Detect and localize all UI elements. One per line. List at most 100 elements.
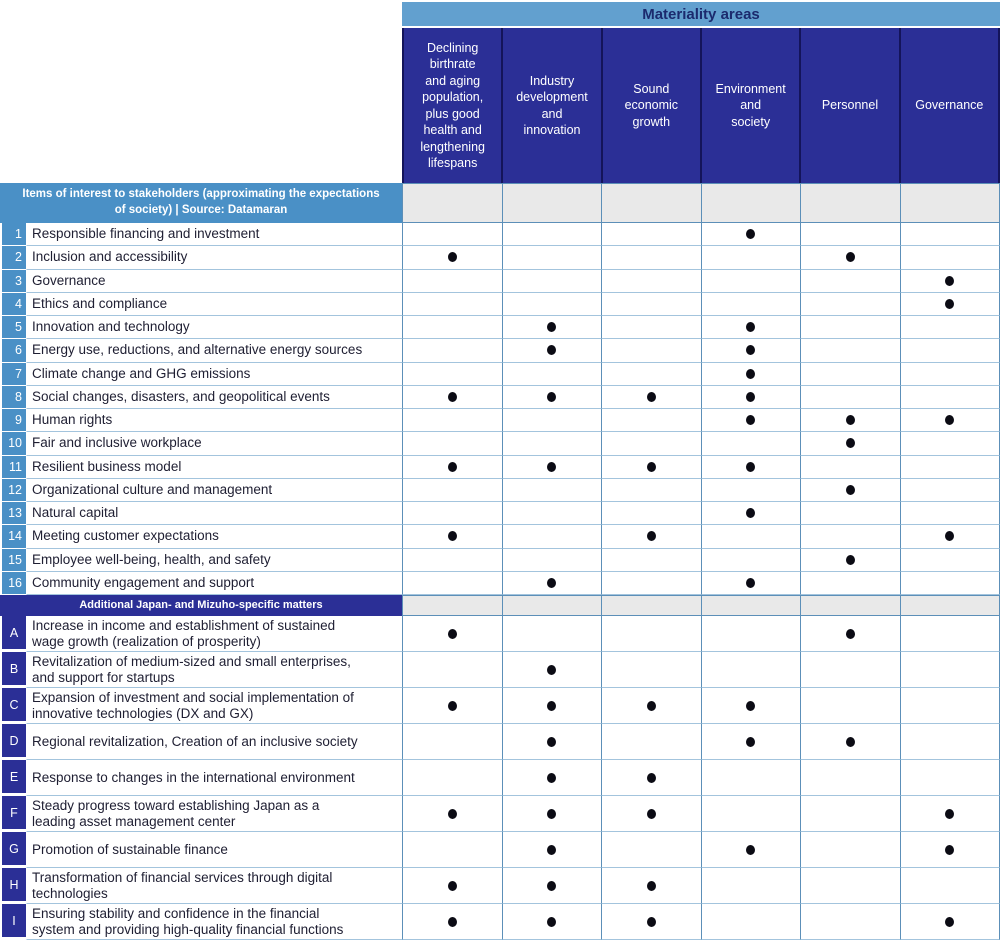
dot-marker xyxy=(447,880,457,891)
matrix-cell xyxy=(601,502,701,526)
matrix-cell xyxy=(800,339,900,363)
row-id-cell: 3 xyxy=(2,269,26,293)
row-id-cell: 2 xyxy=(2,246,26,270)
row-matrix xyxy=(402,688,1000,724)
matrix-cell xyxy=(402,548,502,572)
dot-marker xyxy=(447,700,457,711)
matrix-cell xyxy=(800,385,900,409)
dot-marker xyxy=(646,531,656,542)
row-matrix xyxy=(402,339,1000,363)
row-matrix xyxy=(402,246,1000,270)
matrix-cell xyxy=(899,502,1000,526)
dot-marker xyxy=(746,844,756,855)
section-header-gray-cells xyxy=(402,595,1000,616)
matrix-cell xyxy=(601,571,701,595)
table-row: D Regional revitalization, Creation of an… xyxy=(0,724,1000,760)
row-matrix xyxy=(402,269,1000,293)
row-label: Governance xyxy=(26,269,402,293)
table-row: B Revitalization of medium-sized and smal… xyxy=(0,652,1000,688)
matrix-cell xyxy=(700,339,800,363)
matrix-cell xyxy=(899,571,1000,595)
matrix-cell xyxy=(899,652,1000,688)
matrix-cell xyxy=(700,571,800,595)
matrix-cell xyxy=(601,525,701,549)
row-id-cell: E xyxy=(2,760,26,796)
dot-marker xyxy=(845,484,855,495)
matrix-cell xyxy=(899,688,1000,724)
row-id-cell: F xyxy=(2,796,26,832)
column-header: Governance xyxy=(900,28,1000,183)
row-label: Energy use, reductions, and alternative … xyxy=(26,339,402,363)
matrix-cell xyxy=(402,904,502,940)
matrix-cell xyxy=(601,832,701,868)
matrix-cell xyxy=(402,724,502,760)
matrix-cell xyxy=(899,385,1000,409)
dot-marker xyxy=(547,345,557,356)
row-matrix xyxy=(402,362,1000,386)
column-headers: Declining birthrate and aging population… xyxy=(402,28,1000,183)
dot-marker xyxy=(646,700,656,711)
table-row: 11 Resilient business model xyxy=(0,455,1000,479)
matrix-cell xyxy=(402,525,502,549)
matrix-cell xyxy=(402,223,502,247)
dot-marker xyxy=(447,252,457,263)
table-row: 12 Organizational culture and management xyxy=(0,478,1000,502)
dot-marker xyxy=(845,415,855,426)
table-row: 9 Human rights xyxy=(0,409,1000,433)
matrix-cell xyxy=(501,502,601,526)
matrix-cell xyxy=(501,432,601,456)
matrix-cell xyxy=(899,616,1000,652)
dot-marker xyxy=(547,322,557,333)
matrix-cell xyxy=(601,688,701,724)
matrix-cell xyxy=(501,269,601,293)
dot-marker xyxy=(547,808,557,819)
matrix-cell xyxy=(800,246,900,270)
dot-marker xyxy=(845,252,855,263)
row-label: Inclusion and accessibility xyxy=(26,246,402,270)
dot-marker xyxy=(547,916,557,927)
table-row: 5 Innovation and technology xyxy=(0,316,1000,340)
row-label: Climate change and GHG emissions xyxy=(26,362,402,386)
matrix-cell xyxy=(501,455,601,479)
matrix-cell xyxy=(601,432,701,456)
dot-marker xyxy=(547,577,557,588)
matrix-cell xyxy=(899,409,1000,433)
matrix-cell xyxy=(601,223,701,247)
row-label: Steady progress toward establishing Japa… xyxy=(26,796,402,832)
matrix-cell xyxy=(899,316,1000,340)
matrix-cell xyxy=(700,316,800,340)
row-id-cell: I xyxy=(2,904,26,940)
row-matrix xyxy=(402,316,1000,340)
matrix-cell xyxy=(800,432,900,456)
matrix-cell xyxy=(800,223,900,247)
matrix-cell xyxy=(501,832,601,868)
matrix-cell xyxy=(800,502,900,526)
header-gray-cell xyxy=(501,183,601,223)
matrix-cell xyxy=(402,571,502,595)
table-row: 14 Meeting customer expectations xyxy=(0,525,1000,549)
row-id-cell: 1 xyxy=(2,223,26,247)
dot-marker xyxy=(746,508,756,519)
matrix-cell xyxy=(402,868,502,904)
row-matrix xyxy=(402,223,1000,247)
dot-marker xyxy=(845,438,855,449)
dot-marker xyxy=(646,391,656,402)
matrix-cell xyxy=(800,292,900,316)
matrix-cell xyxy=(501,760,601,796)
table-row: C Expansion of investment and social impl… xyxy=(0,688,1000,724)
matrix-cell xyxy=(700,904,800,940)
row-id-cell: 11 xyxy=(2,455,26,479)
matrix-cell xyxy=(402,362,502,386)
matrix-cell xyxy=(601,478,701,502)
matrix-cell xyxy=(402,339,502,363)
row-matrix xyxy=(402,292,1000,316)
column-header: Personnel xyxy=(801,28,901,183)
dot-marker xyxy=(447,531,457,542)
matrix-cell xyxy=(800,724,900,760)
row-matrix xyxy=(402,409,1000,433)
row-id-cell: 4 xyxy=(2,292,26,316)
row-label: Response to changes in the international… xyxy=(26,760,402,796)
row-label: Promotion of sustainable finance xyxy=(26,832,402,868)
matrix-cell xyxy=(899,246,1000,270)
section-title-stakeholders: Items of interest to stakeholders (appro… xyxy=(0,183,402,223)
